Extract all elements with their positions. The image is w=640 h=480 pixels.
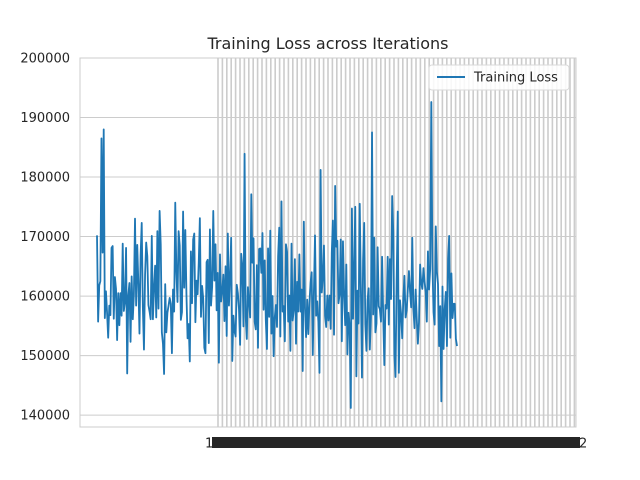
y-tick-label: 140000 [20, 409, 70, 424]
series-line-training-loss [96, 101, 458, 409]
y-tick-label: 200000 [20, 52, 70, 67]
x-tick-label-last: 2 [579, 437, 587, 452]
chart-title: Training Loss across Iterations [207, 34, 449, 53]
x-tick-label-first: 1 [205, 437, 213, 452]
legend-box [428, 64, 570, 91]
y-tick-label: 170000 [20, 230, 70, 245]
y-tick-label: 160000 [20, 290, 70, 305]
y-tick-labels: 140000 150000 160000 170000 180000 190000 2000… [20, 52, 70, 424]
y-tick-label: 180000 [20, 171, 70, 186]
legend-label: Training Loss [473, 71, 558, 86]
plot-frame [79, 57, 577, 428]
y-tick-label: 150000 [20, 349, 70, 364]
legend: Training Loss [428, 64, 570, 91]
x-gridlines [217, 58, 576, 427]
y-tick-label: 190000 [20, 111, 70, 126]
x-tick-labels-overlap [212, 437, 580, 448]
